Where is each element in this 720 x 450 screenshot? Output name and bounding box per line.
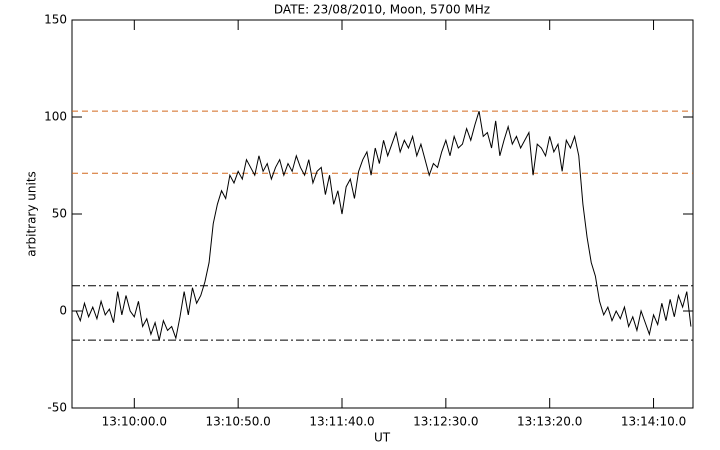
y-tick-label: 150 xyxy=(44,13,67,27)
y-tick-label: 0 xyxy=(59,304,67,318)
x-tick-label: 13:12:30.0 xyxy=(413,415,478,429)
y-axis-label: arbitrary units xyxy=(25,171,39,257)
chart-title: DATE: 23/08/2010, Moon, 5700 MHz xyxy=(274,3,490,17)
x-tick-label: 13:10:50.0 xyxy=(205,415,270,429)
x-tick-label: 13:13:20.0 xyxy=(517,415,582,429)
x-tick-label: 13:11:40.0 xyxy=(309,415,374,429)
data-line xyxy=(75,111,692,341)
x-axis-label: UT xyxy=(374,431,391,445)
x-tick-label: 13:10:00.0 xyxy=(102,415,167,429)
x-tick-label: 13:14:10.0 xyxy=(621,415,686,429)
plot-frame xyxy=(71,19,694,409)
y-tick-label: 50 xyxy=(52,207,67,221)
y-tick-label: -50 xyxy=(47,401,67,415)
y-tick-label: 100 xyxy=(44,110,67,124)
